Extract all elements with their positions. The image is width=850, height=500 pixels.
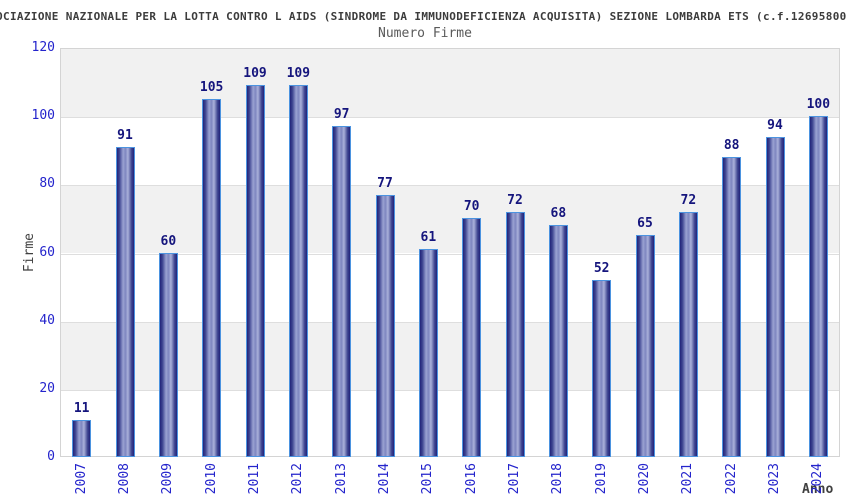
bar-2021 <box>678 211 698 457</box>
x-axis-tick-label: 2009 <box>160 463 176 495</box>
bar-value-label: 65 <box>637 216 653 232</box>
gridline <box>61 185 839 187</box>
x-axis-tick-label: 2019 <box>593 463 609 495</box>
bar-value-label: 109 <box>243 66 267 82</box>
gridline <box>61 253 839 255</box>
bar-value-label: 72 <box>680 192 697 208</box>
plot-area <box>60 48 840 457</box>
x-axis-tick-label: 2008 <box>117 463 132 495</box>
bar-2023 <box>765 136 785 457</box>
bar-2018 <box>548 225 568 457</box>
x-axis-tick-label: 2024 <box>810 463 826 495</box>
x-axis-tick-label: 2012 <box>290 463 306 495</box>
x-axis-title: Anno <box>802 482 834 497</box>
bar-value-label: 109 <box>286 66 311 82</box>
bar-value-label: 77 <box>377 175 393 191</box>
bar-value-label: 68 <box>550 206 567 222</box>
bar-2013 <box>332 126 352 457</box>
bar-2007 <box>72 419 92 457</box>
x-axis-tick-label: 2018 <box>550 463 566 495</box>
chart-title: OCIAZIONE NAZIONALE PER LA LOTTA CONTRO … <box>0 10 847 23</box>
bar-value-label: 94 <box>767 117 783 133</box>
gridline <box>61 321 839 323</box>
y-axis-tick-label: 60 <box>39 244 55 260</box>
y-axis-tick-label: 0 <box>47 449 55 464</box>
y-axis-tick-label: 20 <box>39 380 55 396</box>
x-axis-tick-label: 2013 <box>333 463 349 495</box>
bar-2014 <box>375 194 395 457</box>
x-axis-tick-label: 2020 <box>637 463 652 495</box>
bar-value-label: 91 <box>117 127 133 143</box>
chart-title-container: OCIAZIONE NAZIONALE PER LA LOTTA CONTRO … <box>0 5 850 23</box>
gridline <box>61 117 839 119</box>
x-axis-tick-label: 2023 <box>767 463 782 495</box>
x-axis-tick-label: 2015 <box>420 463 436 495</box>
plot-band <box>61 49 839 118</box>
bar-2020 <box>635 235 655 457</box>
bar-2012 <box>288 85 308 457</box>
bar-value-label: 100 <box>806 97 831 113</box>
bar-value-label: 105 <box>199 80 224 96</box>
bar-2015 <box>418 249 438 457</box>
bar-2010 <box>202 99 222 457</box>
bar-value-label: 70 <box>463 199 480 215</box>
bar-value-label: 61 <box>420 230 437 246</box>
bar-2016 <box>462 218 482 457</box>
bar-value-label: 72 <box>507 192 523 208</box>
bar-2022 <box>722 157 742 457</box>
bar-value-label: 52 <box>593 260 610 276</box>
x-axis-tick-label: 2021 <box>680 463 696 495</box>
y-axis-tick-label: 120 <box>31 40 55 55</box>
bar-value-label: 97 <box>333 107 350 123</box>
bar-2017 <box>505 211 525 457</box>
x-axis-tick-label: 2014 <box>377 463 392 495</box>
x-axis-tick-label: 2017 <box>507 463 522 495</box>
y-axis-tick-label: 40 <box>39 312 55 328</box>
x-axis-tick-label: 2010 <box>203 463 219 495</box>
y-axis-tick-label: 100 <box>31 108 55 124</box>
plot-band <box>61 321 839 390</box>
plot-band <box>61 185 839 254</box>
y-axis-tick-label: 80 <box>39 176 55 192</box>
bar-value-label: 88 <box>723 138 740 154</box>
bar-2024 <box>808 116 828 457</box>
bar-value-label: 11 <box>73 400 90 416</box>
x-axis-tick-label: 2016 <box>463 463 479 495</box>
bar-2008 <box>115 146 135 457</box>
chart-subtitle: Numero Firme <box>378 26 472 41</box>
bar-2009 <box>158 252 178 457</box>
bar-2019 <box>592 279 612 457</box>
gridline <box>61 389 839 391</box>
x-axis-tick-label: 2007 <box>73 463 89 495</box>
bar-value-label: 60 <box>160 233 177 249</box>
x-axis-tick-label: 2011 <box>247 463 262 495</box>
bar-2011 <box>245 85 265 457</box>
x-axis-tick-label: 2022 <box>723 463 739 495</box>
